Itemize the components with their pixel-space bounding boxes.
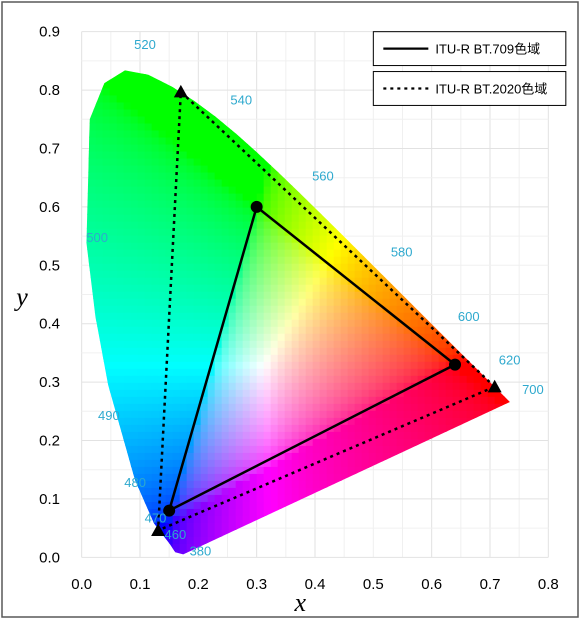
legend-label: ITU-R BT.709色域: [435, 42, 540, 57]
y-tick-label: 0.5: [39, 257, 60, 274]
bt709-vertex: [251, 201, 263, 213]
y-axis-label: y: [13, 282, 28, 311]
x-tick-label: 0.2: [188, 576, 209, 593]
x-tick-label: 0.8: [538, 576, 559, 593]
x-axis-label: x: [294, 588, 307, 617]
wavelength-label: 560: [312, 169, 334, 184]
wavelength-label: 500: [86, 230, 108, 245]
wavelength-label: 580: [391, 245, 413, 260]
x-tick-label: 0.7: [480, 576, 501, 593]
y-tick-label: 0.9: [39, 24, 60, 41]
x-tick-label: 0.3: [246, 576, 267, 593]
chart-svg: 380460 470 480 490 500 520 540 560 580 600 620700 0…: [0, 0, 580, 619]
wavelength-label: 470: [145, 510, 167, 525]
x-tick-label: 0.4: [305, 576, 326, 593]
wavelength-label: 490: [98, 408, 120, 423]
x-tick-label: 0.1: [130, 576, 151, 593]
wavelength-label: 460: [165, 527, 187, 542]
wavelength-label: 520: [134, 37, 156, 52]
x-tick-label: 0.6: [421, 576, 442, 593]
y-tick-label: 0.7: [39, 140, 60, 157]
chromaticity-chart: 380460 470 480 490 500 520 540 560 580 600 620700 0…: [0, 0, 580, 619]
y-tick-label: 0.2: [39, 433, 60, 450]
bt709-vertex: [449, 359, 461, 371]
wavelength-label: 600: [458, 309, 480, 324]
wavelength-label: 380: [190, 544, 212, 559]
y-tick-label: 0.8: [39, 82, 60, 99]
y-tick-label: 0.6: [39, 199, 60, 216]
wavelength-label: 540: [230, 93, 252, 108]
x-tick-label: 0.5: [363, 576, 384, 593]
wavelength-label: 620: [499, 353, 521, 368]
y-tick-label: 0.1: [39, 491, 60, 508]
x-tick-label: 0.0: [71, 576, 92, 593]
y-tick-label: 0.3: [39, 374, 60, 391]
wavelength-label: 480: [124, 475, 146, 490]
wavelength-label: 700: [522, 382, 544, 397]
y-tick-label: 0.0: [39, 549, 60, 566]
y-tick-label: 0.4: [39, 316, 60, 333]
legend-label: ITU-R BT.2020色域: [435, 81, 547, 96]
